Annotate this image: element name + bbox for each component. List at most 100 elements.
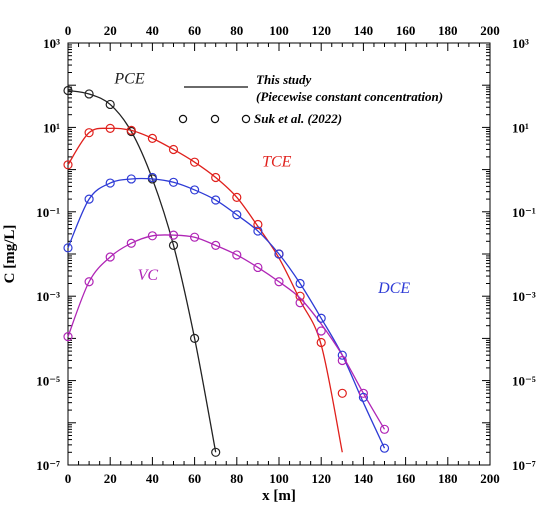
x-tick-label-top: 40 (146, 23, 159, 38)
series-point-dce (190, 185, 200, 195)
series-point-vc (168, 230, 179, 240)
series-label-tce: TCE (262, 153, 292, 170)
x-tick-label-bottom: 180 (438, 471, 458, 486)
x-tick-label-bottom: 100 (269, 471, 289, 486)
series-point-pce (190, 333, 200, 343)
series-point-pce (63, 85, 73, 96)
series-line-dce (67, 177, 386, 449)
legend-marker-3 (241, 114, 251, 124)
series-point-dce (105, 178, 115, 188)
y-tick-label-right: 10⁻³ (512, 289, 536, 304)
series-point-vc (316, 326, 326, 336)
x-tick-label-top: 80 (230, 23, 243, 38)
series-point-vc (84, 277, 94, 287)
series-point-vc (63, 332, 73, 342)
y-tick-label-right: 10⁻⁷ (512, 458, 536, 473)
series-line-tce (67, 127, 343, 453)
series-point-tce (295, 291, 305, 301)
series-line-vc (67, 234, 386, 430)
series-point-tce (84, 128, 94, 138)
series-point-tce (105, 123, 115, 133)
legend-line-sublabel: (Piecewise constant concentration) (256, 89, 443, 104)
series-points (63, 85, 390, 457)
plot-frame (67, 42, 491, 466)
y-tick-label-left: 10⁻⁵ (36, 374, 60, 389)
series-point-vc (295, 298, 305, 308)
x-tick-label-bottom: 20 (104, 471, 117, 486)
legend: This study (Piecewise constant concentra… (178, 72, 443, 126)
series-point-dce (168, 177, 179, 187)
series-point-vc (274, 277, 284, 287)
series-point-dce (253, 226, 263, 236)
x-tick-label-bottom: 200 (480, 471, 500, 486)
series-point-vc (105, 252, 115, 262)
series-point-dce (295, 278, 305, 289)
series-point-tce (147, 133, 157, 143)
x-tick-label-bottom: 120 (311, 471, 331, 486)
series-point-dce (316, 313, 326, 323)
series-point-tce (190, 157, 200, 167)
x-tick-label-top: 120 (311, 23, 331, 38)
y-tick-label-right: 10⁻⁵ (512, 374, 536, 389)
x-tick-label-top: 60 (188, 23, 201, 38)
series-label-pce: PCE (113, 70, 144, 87)
series-point-pce (211, 447, 221, 457)
x-tick-label-bottom: 60 (188, 471, 201, 486)
tick-labels: 0 0 20 20 40 40 60 60 80 80 100 100 120 120 140 140 160 1… (36, 23, 536, 486)
series-point-dce (337, 350, 347, 360)
legend-line-label: This study (256, 72, 311, 87)
x-tick-label-top: 0 (65, 23, 72, 38)
y-tick-label-right: 10¹ (512, 120, 529, 135)
series-point-vc (147, 231, 157, 241)
y-tick-label-left: 10³ (43, 36, 60, 51)
series-point-vc (232, 250, 242, 260)
series-point-tce (253, 219, 263, 230)
y-tick-label-left: 10⁻¹ (36, 205, 60, 220)
x-tick-label-top: 20 (104, 23, 117, 38)
y-tick-label-right: 10³ (512, 36, 529, 51)
legend-marker-1 (178, 114, 188, 124)
series-point-vc (253, 262, 263, 273)
series-point-vc (126, 238, 136, 248)
series-point-dce (232, 210, 242, 220)
series-point-dce (63, 243, 73, 253)
series-label-vc: VC (138, 267, 159, 284)
x-tick-label-bottom: 40 (146, 471, 159, 486)
x-tick-label-top: 180 (438, 23, 458, 38)
y-tick-label-left: 10⁻⁷ (36, 458, 60, 473)
x-tick-label-top: 200 (480, 23, 500, 38)
series-point-tce (232, 192, 242, 202)
series-labels: PCE TCE DCE VC (113, 70, 410, 296)
series-point-vc (211, 240, 221, 250)
series-point-pce (105, 99, 115, 110)
x-tick-label-bottom: 140 (354, 471, 374, 486)
x-tick-label-top: 100 (269, 23, 289, 38)
series-point-dce (84, 194, 94, 204)
tick-marks (67, 42, 491, 466)
series-point-pce (84, 89, 94, 99)
y-axis-label: C [mg/L] (2, 225, 18, 284)
series-point-vc (337, 355, 347, 366)
series-lines (67, 89, 386, 453)
series-point-tce (168, 144, 179, 155)
series-point-dce (379, 443, 390, 453)
x-tick-label-bottom: 80 (230, 471, 243, 486)
x-axis-label: x [m] (262, 488, 296, 504)
x-tick-label-top: 140 (354, 23, 374, 38)
legend-marker-label: Suk et al. (2022) (254, 111, 342, 126)
series-point-tce (337, 388, 347, 398)
series-point-dce (126, 174, 136, 184)
series-point-dce (274, 249, 284, 259)
y-tick-label-left: 10¹ (43, 120, 60, 135)
series-point-vc (379, 424, 390, 434)
series-label-dce: DCE (377, 280, 410, 297)
series-point-vc (358, 388, 368, 398)
series-point-vc (190, 232, 200, 242)
legend-marker-2 (210, 114, 220, 124)
y-tick-label-left: 10⁻³ (36, 289, 60, 304)
series-point-tce (316, 337, 326, 348)
x-tick-label-bottom: 160 (396, 471, 416, 486)
series-point-tce (63, 160, 73, 170)
series-point-dce (358, 392, 368, 402)
